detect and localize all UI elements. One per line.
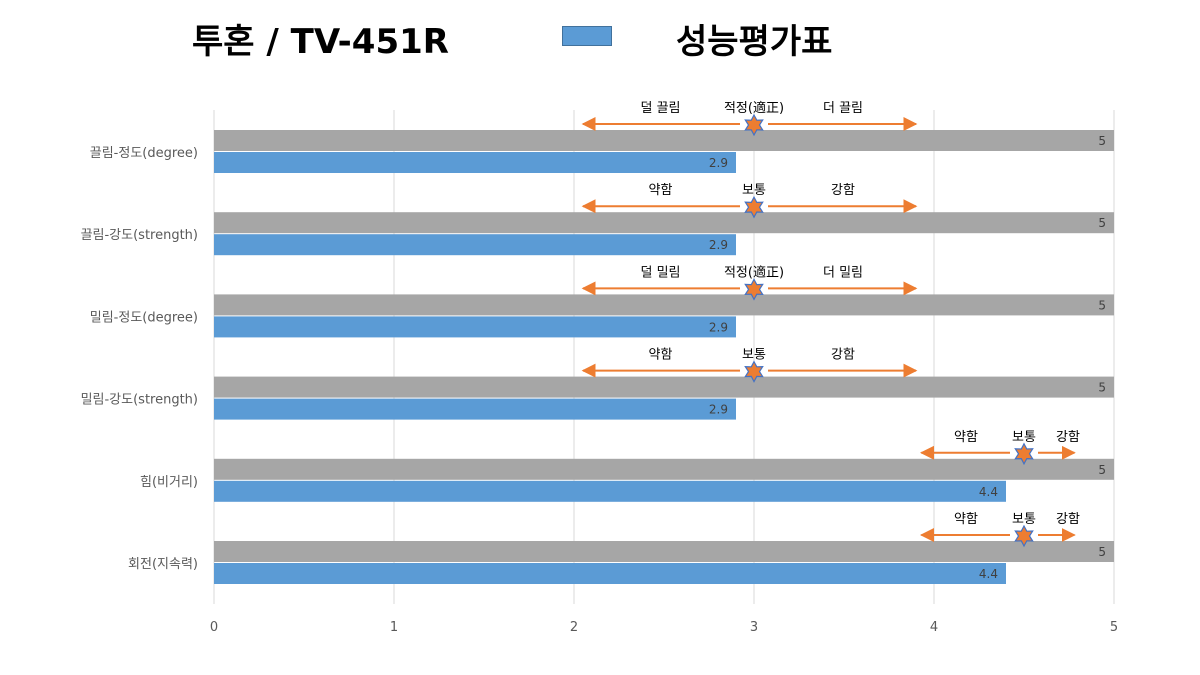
score-bar-value-label: 4.4 [979, 567, 998, 581]
scale-low-label: 약함 [954, 512, 978, 527]
max-bar [214, 130, 1114, 151]
scale-low-label: 약함 [954, 430, 978, 445]
max-bar [214, 541, 1114, 562]
x-tick-label: 5 [1110, 620, 1118, 635]
scale-high-label: 강함 [831, 348, 855, 363]
score-bar [214, 152, 736, 173]
scale-low-label: 덜 밀림 [640, 265, 680, 280]
scale-mid-label: 보통 [742, 183, 766, 198]
scale-high-label: 더 밀림 [823, 265, 863, 280]
category-label: 회전(지속력) [128, 557, 198, 572]
max-bar [214, 376, 1114, 398]
star-marker-icon [744, 278, 764, 301]
score-bar [214, 234, 736, 256]
scale-mid-label: 적정(適正) [724, 264, 784, 280]
score-bar-value-label: 2.9 [709, 156, 728, 170]
star-marker-icon [744, 195, 764, 219]
scale-mid-label: 보통 [742, 348, 766, 363]
max-bar-value-label: 5 [1098, 463, 1106, 477]
score-bar-value-label: 2.9 [709, 320, 728, 334]
x-tick-label: 3 [750, 620, 758, 635]
score-bar [214, 563, 1006, 584]
scale-high-label: 강함 [1056, 512, 1080, 527]
max-bar [214, 212, 1114, 234]
chart-title-product: 투혼 / TV-451R [192, 22, 449, 62]
star-marker-icon [1014, 524, 1034, 548]
category-label: 밀림-정도(degree) [90, 310, 198, 325]
scale-high-label: 강함 [1056, 430, 1080, 445]
scale-high-label: 강함 [831, 183, 855, 198]
category-label: 밀림-강도(strength) [81, 393, 198, 408]
chart-title-evaluation: 성능평가표 [676, 22, 833, 62]
score-bar [214, 316, 736, 338]
category-label: 끌림-정도(degree) [90, 146, 198, 161]
scale-low-label: 약함 [649, 348, 673, 363]
scale-low-label: 약함 [649, 183, 673, 198]
scale-mid-label: 보통 [1012, 430, 1036, 445]
max-bar-value-label: 5 [1098, 216, 1106, 230]
score-bar [214, 480, 1006, 502]
score-bar-value-label: 2.9 [709, 403, 728, 417]
scale-low-label: 덜 끌림 [640, 101, 680, 116]
max-bar-value-label: 5 [1098, 545, 1106, 559]
legend-swatch [562, 26, 612, 46]
score-bar [214, 398, 736, 420]
scale-high-label: 더 끌림 [823, 101, 863, 116]
star-marker-icon [744, 113, 764, 137]
max-bar-value-label: 5 [1098, 381, 1106, 395]
star-marker-icon [744, 360, 764, 383]
x-tick-label: 4 [930, 620, 938, 635]
score-bar-value-label: 2.9 [709, 238, 728, 252]
chart-header: 투혼 / TV-451R 성능평가표 [0, 0, 1200, 80]
max-bar-value-label: 5 [1098, 298, 1106, 312]
category-label: 힘(비거리) [140, 475, 198, 490]
max-bar-value-label: 5 [1098, 134, 1106, 148]
x-tick-label: 1 [390, 620, 398, 635]
category-label: 끌림-강도(strength) [81, 228, 198, 243]
score-bar-value-label: 4.4 [979, 485, 998, 499]
star-marker-icon [1014, 442, 1034, 466]
scale-mid-label: 적정(適正) [724, 100, 784, 116]
scale-mid-label: 보통 [1012, 512, 1036, 527]
x-tick-label: 2 [570, 620, 578, 635]
max-bar [214, 458, 1114, 480]
max-bar [214, 294, 1114, 316]
x-tick-label: 0 [210, 620, 218, 635]
